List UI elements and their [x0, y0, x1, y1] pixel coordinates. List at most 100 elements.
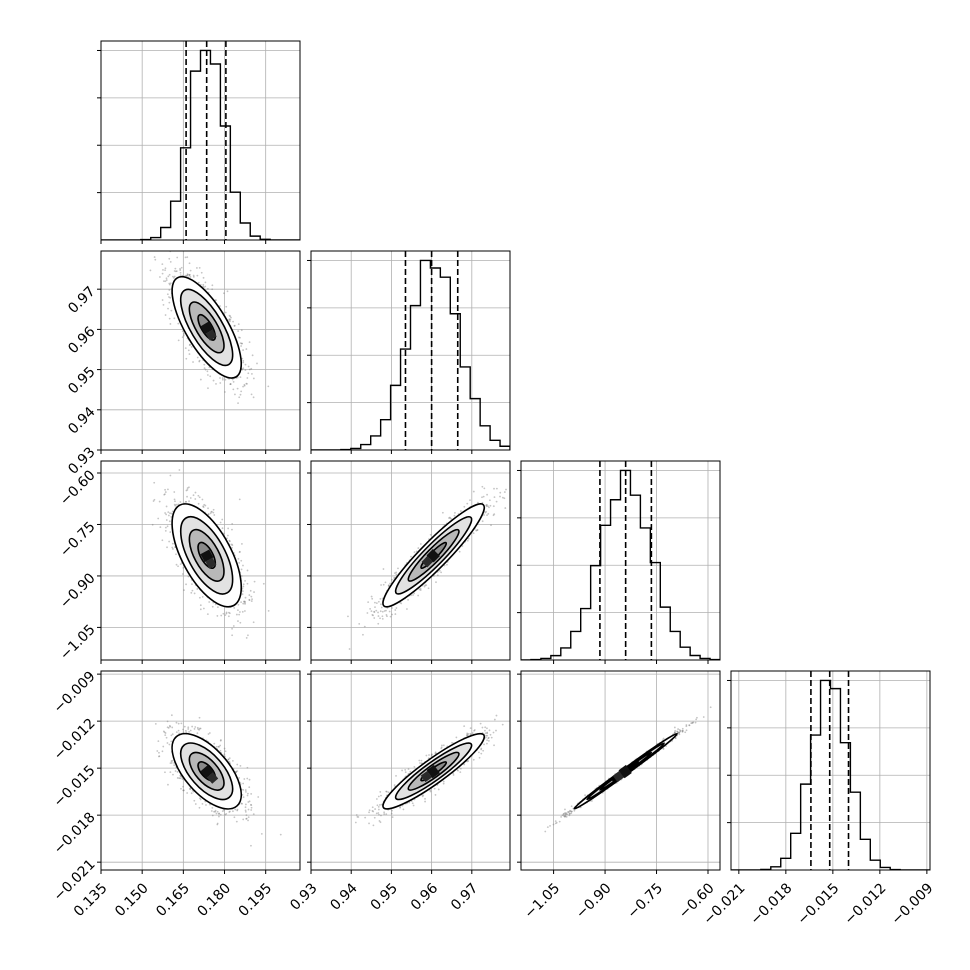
scatter-point — [233, 324, 236, 327]
scatter-point — [380, 584, 382, 586]
scatter-point — [153, 481, 156, 484]
scatter-point — [438, 569, 441, 572]
scatter-point — [169, 323, 172, 325]
scatter-point — [461, 545, 464, 547]
scatter-point — [373, 610, 376, 613]
scatter-point — [486, 493, 488, 496]
scatter-point — [171, 726, 174, 729]
scatter-point — [198, 716, 201, 719]
y-tick-label: −1.05 — [57, 622, 99, 664]
scatter-point — [419, 762, 421, 764]
scatter-point — [190, 345, 193, 348]
scatter-point — [207, 387, 209, 390]
scatter-point — [495, 714, 498, 717]
scatter-point — [484, 726, 487, 729]
scatter-point — [676, 730, 678, 733]
scatter-point — [248, 598, 251, 601]
scatter-point — [385, 790, 388, 793]
panel-frame — [310, 670, 511, 871]
panel-content — [521, 671, 720, 870]
scatter-point — [169, 260, 172, 263]
scatter-point — [685, 724, 688, 726]
scatter-point — [383, 811, 386, 814]
scatter-point — [250, 600, 253, 602]
scatter-point — [446, 563, 448, 566]
scatter-point — [363, 625, 366, 628]
scatter-point — [177, 722, 180, 725]
scatter-point — [492, 731, 495, 734]
scatter-point — [221, 527, 224, 530]
scatter-point — [228, 612, 231, 615]
scatter-point — [245, 817, 248, 820]
scatter-point — [442, 782, 445, 785]
scatter-point — [472, 490, 475, 493]
scatter-point — [244, 363, 247, 366]
scatter-point — [381, 610, 384, 613]
scatter-point — [164, 771, 166, 774]
scatter-point — [184, 729, 187, 732]
scatter-point — [466, 732, 469, 735]
scatter-point — [166, 726, 169, 729]
scatter-point — [691, 721, 694, 724]
scatter-point — [569, 809, 571, 812]
scatter-point — [375, 609, 378, 612]
scatter-point — [231, 544, 234, 547]
x-tick-label: −0.009 — [889, 880, 937, 928]
scatter-point — [436, 574, 439, 577]
scatter-point — [189, 497, 192, 499]
scatter-point — [197, 502, 200, 505]
scatter-point — [485, 510, 488, 513]
scatter-point — [157, 517, 160, 520]
scatter-point — [493, 487, 495, 490]
scatter-point — [231, 634, 234, 637]
scatter-point — [486, 742, 488, 745]
scatter-point — [441, 511, 444, 514]
scatter-point — [166, 546, 168, 549]
scatter-point — [164, 267, 167, 270]
scatter-point — [419, 587, 422, 590]
scatter-point — [175, 563, 178, 566]
scatter-point — [505, 488, 507, 491]
y-tick-label: −0.90 — [57, 570, 99, 612]
scatter-point — [372, 824, 375, 827]
scatter-point — [228, 757, 231, 760]
density-peak — [200, 321, 214, 335]
scatter-point — [173, 275, 176, 278]
scatter-point — [224, 378, 227, 381]
scatter-point — [380, 606, 383, 609]
scatter-point — [662, 737, 665, 740]
scatter-point — [410, 555, 412, 558]
scatter-point — [188, 730, 190, 733]
scatter-point — [674, 729, 677, 732]
scatter-point — [156, 750, 159, 752]
panel-content — [521, 461, 720, 660]
x-tick-label: 0.165 — [153, 880, 193, 920]
scatter-point — [466, 502, 469, 505]
scatter-point — [198, 359, 201, 362]
scatter-point — [202, 506, 205, 509]
scatter-point — [417, 594, 420, 597]
scatter-point — [372, 614, 374, 617]
scatter-point — [232, 625, 235, 627]
scatter-point — [238, 336, 240, 339]
scatter-point — [235, 770, 238, 773]
x-tick-label: 0.180 — [194, 880, 234, 920]
scatter-point — [188, 274, 191, 276]
scatter-point — [169, 474, 172, 477]
scatter-point — [493, 496, 496, 498]
scatter-point — [425, 754, 428, 757]
scatter-point — [564, 813, 567, 816]
scatter-point — [201, 802, 204, 805]
scatter-point — [486, 503, 488, 506]
x-tick-label: 0.94 — [327, 880, 360, 913]
scatter-point — [240, 345, 243, 347]
scatter-point — [164, 269, 167, 272]
scatter-point — [412, 594, 414, 596]
scatter-point — [188, 274, 191, 277]
scatter-point — [170, 762, 173, 764]
scatter-point — [217, 812, 220, 815]
scatter-point — [189, 788, 192, 791]
scatter-point — [370, 595, 373, 598]
scatter-point — [238, 561, 241, 564]
